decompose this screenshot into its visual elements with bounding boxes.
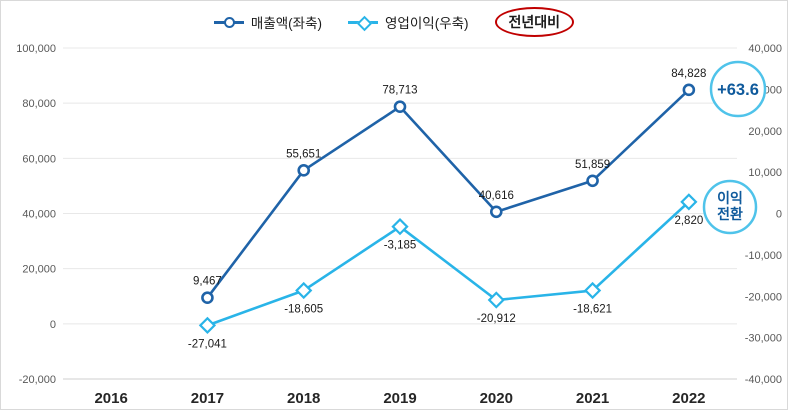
left-axis-tick: 100,000	[16, 43, 56, 55]
x-axis-label: 2017	[191, 390, 224, 407]
growth-badge-circle	[709, 60, 767, 118]
chart-legend: 매출액(좌축) 영업이익(우축) 전년대비	[1, 1, 787, 39]
growth-badge-text: +63.6	[717, 81, 759, 99]
legend-label-profit: 영업이익(우축)	[385, 16, 469, 31]
left-axis-tick: 20,000	[22, 264, 56, 276]
profit-turnaround-badge-line2: 전환	[717, 206, 743, 222]
profit-point-marker	[295, 281, 313, 300]
x-axis-label: 2020	[480, 390, 513, 407]
x-axis-label: 2019	[383, 390, 416, 407]
data-label: 51,859	[575, 159, 610, 171]
data-label: -18,605	[284, 303, 323, 315]
legend-item-revenue: 매출액(좌축)	[213, 12, 323, 32]
profit-point-marker	[487, 291, 505, 309]
line-chart-plot: 100,000 80,000 60,000 40,000 20,000 0 -20,000 4…	[16, 43, 782, 407]
legend-label-revenue: 매출액(좌축)	[250, 16, 323, 31]
profit-series-line	[206, 200, 690, 327]
right-axis-tick: 10,000	[748, 167, 782, 179]
revenue-point-marker	[297, 164, 311, 177]
data-label: 9,467	[193, 276, 222, 288]
left-axis-tick: 0	[50, 319, 56, 331]
data-label: 2,820	[674, 215, 703, 227]
left-axis-tick: 40,000	[22, 209, 56, 221]
left-axis-tick: 60,000	[22, 153, 56, 165]
x-axis-label: 2022	[672, 390, 705, 407]
profit-turnaround-badge-line1: 이익	[717, 190, 743, 206]
left-axis-tick: -20,000	[19, 374, 56, 386]
legend-item-profit: 영업이익(우축)	[348, 12, 469, 32]
data-label: 40,616	[479, 190, 514, 202]
data-label: 55,651	[286, 148, 321, 160]
left-axis-tick: 80,000	[22, 98, 56, 110]
revenue-line-marker-icon	[213, 16, 244, 28]
right-axis-tick: -40,000	[745, 374, 782, 386]
x-axis-label: 2018	[287, 390, 320, 407]
revenue-series-line	[206, 88, 690, 299]
revenue-point-marker	[201, 291, 214, 305]
profit-turnaround-badge-circle	[702, 179, 758, 235]
data-label: -27,041	[188, 338, 227, 350]
right-axis-tick: -20,000	[745, 291, 782, 303]
revenue-circle-marker-icon	[223, 16, 235, 28]
data-label: -3,185	[384, 240, 417, 252]
revenue-point-marker	[489, 205, 503, 219]
right-axis-tick: 40,000	[748, 43, 782, 55]
right-axis-tick: 20,000	[748, 126, 782, 138]
x-axis-label: 2016	[94, 390, 127, 407]
profit-point-marker	[680, 193, 698, 211]
data-label: -20,912	[477, 313, 516, 325]
profit-point-marker	[391, 218, 409, 236]
revenue-point-marker	[682, 83, 696, 97]
yoy-annotation-ellipse: 전년대비	[494, 7, 575, 37]
data-label: 84,828	[671, 68, 706, 80]
profit-diamond-marker-icon	[356, 15, 373, 31]
data-label: -18,621	[573, 304, 612, 316]
revenue-point-marker	[586, 174, 599, 188]
right-axis-tick: 0	[776, 209, 782, 221]
profit-line-marker-icon	[348, 15, 379, 31]
x-axis-label: 2021	[576, 390, 609, 407]
profit-point-marker	[583, 281, 602, 300]
profit-point-marker	[198, 316, 217, 335]
right-axis-tick: -30,000	[745, 333, 782, 345]
revenue-point-marker	[393, 100, 407, 114]
data-label: 78,713	[382, 85, 417, 97]
right-axis-tick: -10,000	[745, 250, 782, 262]
